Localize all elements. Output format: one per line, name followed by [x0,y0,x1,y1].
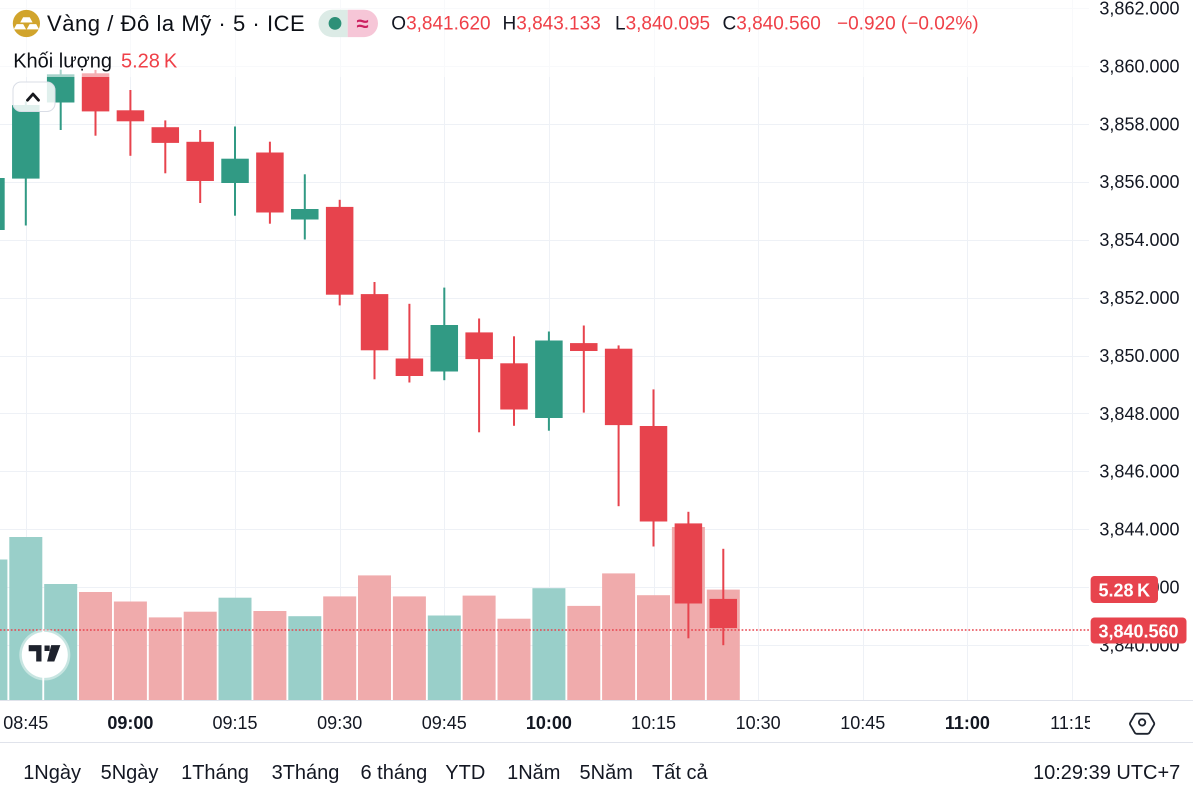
svg-text:−0.920 (−0.02%): −0.920 (−0.02%) [837,14,979,35]
svg-text:3,848.000: 3,848.000 [1099,404,1179,424]
svg-text:3,854.000: 3,854.000 [1099,230,1179,250]
svg-text:3,860.000: 3,860.000 [1099,56,1179,76]
svg-text:10:15: 10:15 [631,713,676,733]
svg-text:5.28 K: 5.28 K [121,51,178,73]
svg-text:09:45: 09:45 [422,713,467,733]
svg-text:3,852.000: 3,852.000 [1099,288,1179,308]
svg-text:≈: ≈ [356,11,368,36]
svg-text:3,858.000: 3,858.000 [1099,114,1179,134]
svg-text:09:00: 09:00 [107,713,153,733]
svg-text:3,846.000: 3,846.000 [1099,462,1179,482]
svg-text:Vàng / Đô la Mỹ · 5 · ICE: Vàng / Đô la Mỹ · 5 · ICE [47,11,305,36]
svg-text:3,862.000: 3,862.000 [1099,0,1179,19]
svg-text:Khối lượng: Khối lượng [13,51,112,73]
svg-text:5.28 K: 5.28 K [1098,581,1150,601]
svg-text:10:30: 10:30 [736,713,781,733]
svg-text:10:29:39 UTC+7: 10:29:39 UTC+7 [1033,762,1180,784]
svg-text:3,850.000: 3,850.000 [1099,346,1179,366]
svg-text:10:00: 10:00 [526,713,572,733]
svg-text:10:45: 10:45 [840,713,885,733]
svg-text:L3,840.095: L3,840.095 [615,14,710,35]
svg-text:H3,843.133: H3,843.133 [503,14,601,35]
svg-text:O3,841.620: O3,841.620 [391,14,490,35]
svg-text:11:15: 11:15 [1050,713,1094,733]
svg-text:11:00: 11:00 [945,713,990,733]
svg-text:C3,840.560: C3,840.560 [723,14,821,35]
svg-text:3Tháng: 3Tháng [272,762,340,784]
svg-text:3,844.000: 3,844.000 [1099,520,1179,540]
svg-text:YTD: YTD [445,762,485,784]
svg-text:3,856.000: 3,856.000 [1099,172,1179,192]
svg-text:09:15: 09:15 [212,713,257,733]
svg-text:Tất cả: Tất cả [652,762,708,784]
svg-text:5Ngày: 5Ngày [101,762,159,784]
svg-text:3,840.560: 3,840.560 [1098,622,1178,642]
svg-text:08:45: 08:45 [3,713,48,733]
svg-text:09:30: 09:30 [317,713,362,733]
svg-text:1Ngày: 1Ngày [23,762,81,784]
svg-text:5Năm: 5Năm [580,762,633,784]
svg-text:6 tháng: 6 tháng [361,762,428,784]
svg-text:1Năm: 1Năm [507,762,560,784]
svg-text:1Tháng: 1Tháng [181,762,249,784]
